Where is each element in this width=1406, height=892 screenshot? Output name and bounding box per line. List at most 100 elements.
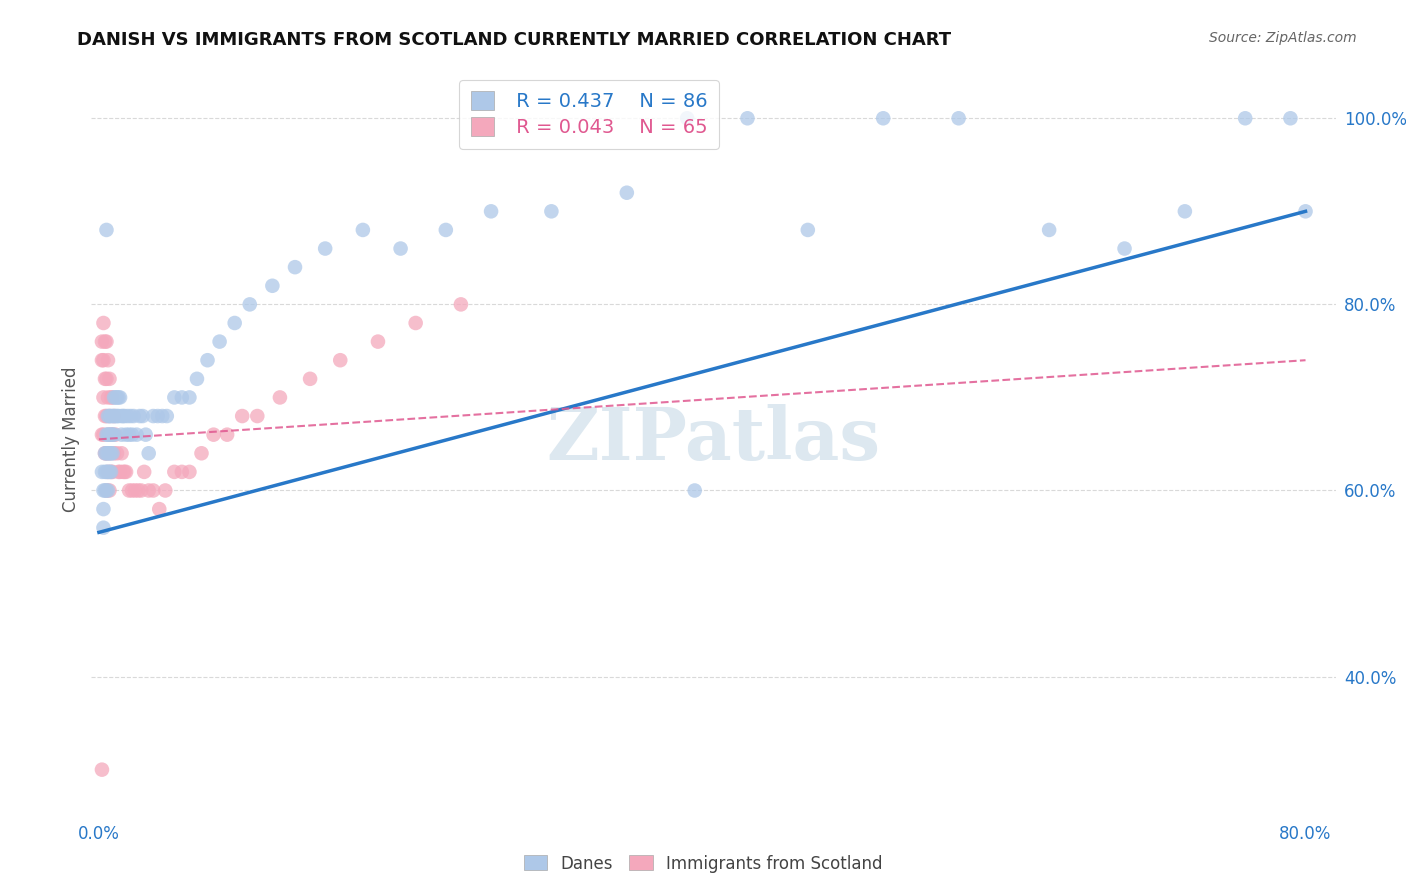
Point [135,427,157,442]
Point [202,427,225,442]
Point [269,391,291,405]
Point [96,483,118,498]
Point [101,465,124,479]
Point [94,334,117,349]
Point [101,427,124,442]
Point [389,242,412,256]
Point [197,353,219,368]
Point [114,465,136,479]
Point [118,427,141,442]
Point [163,391,186,405]
Point [138,483,160,498]
Point [103,427,125,442]
Point [150,409,173,423]
Point [97,483,120,498]
Point [91,465,114,479]
Point [118,483,141,498]
Point [97,465,120,479]
Point [93,391,115,405]
Point [107,465,129,479]
Point [163,465,186,479]
Legend:  R = 0.437    N = 86,  R = 0.043    N = 65: R = 0.437 N = 86, R = 0.043 N = 65 [460,79,718,149]
Point [110,409,132,423]
Point [239,297,262,311]
Point [97,465,120,479]
Point [190,446,212,460]
Point [797,223,820,237]
Point [540,204,562,219]
Text: DANISH VS IMMIGRANTS FROM SCOTLAND CURRENTLY MARRIED CORRELATION CHART: DANISH VS IMMIGRANTS FROM SCOTLAND CURRE… [77,31,952,49]
Point [1234,112,1257,126]
Point [1174,204,1197,219]
Point [112,409,135,423]
Point [100,427,122,442]
Point [117,409,139,423]
Point [121,483,143,498]
Point [107,409,129,423]
Point [367,334,389,349]
Point [115,465,138,479]
Point [125,427,148,442]
Point [97,409,120,423]
Point [93,427,115,442]
Point [120,409,142,423]
Point [97,391,120,405]
Point [91,353,114,368]
Point [96,465,118,479]
Point [329,353,352,368]
Text: Source: ZipAtlas.com: Source: ZipAtlas.com [1209,31,1357,45]
Point [170,391,193,405]
Point [100,465,122,479]
Point [217,427,239,442]
Point [98,446,121,460]
Point [103,409,125,423]
Point [948,112,970,126]
Point [127,483,149,498]
Point [98,427,121,442]
Legend: Danes, Immigrants from Scotland: Danes, Immigrants from Scotland [517,848,889,880]
Point [299,372,322,386]
Point [434,223,457,237]
Point [105,446,128,460]
Point [208,334,231,349]
Point [114,409,136,423]
Point [97,353,120,368]
Point [104,391,127,405]
Point [103,446,125,460]
Point [405,316,427,330]
Point [146,409,169,423]
Point [100,446,122,460]
Point [91,334,114,349]
Point [96,223,118,237]
Point [98,409,121,423]
Point [1114,242,1136,256]
Point [314,242,336,256]
Point [1038,223,1060,237]
Point [97,427,120,442]
Point [108,465,131,479]
Point [94,465,117,479]
Point [93,521,115,535]
Point [93,353,115,368]
Point [96,372,118,386]
Point [115,427,138,442]
Point [246,409,269,423]
Point [179,465,201,479]
Point [101,446,124,460]
Point [96,446,118,460]
Point [94,372,117,386]
Point [97,446,120,460]
Point [93,483,115,498]
Point [96,427,118,442]
Point [1295,204,1317,219]
Point [142,409,165,423]
Point [479,204,502,219]
Point [91,763,114,777]
Text: ZIPatlas: ZIPatlas [547,404,880,475]
Point [98,409,121,423]
Point [262,278,284,293]
Point [352,223,374,237]
Point [121,427,143,442]
Point [93,502,115,516]
Point [142,483,165,498]
